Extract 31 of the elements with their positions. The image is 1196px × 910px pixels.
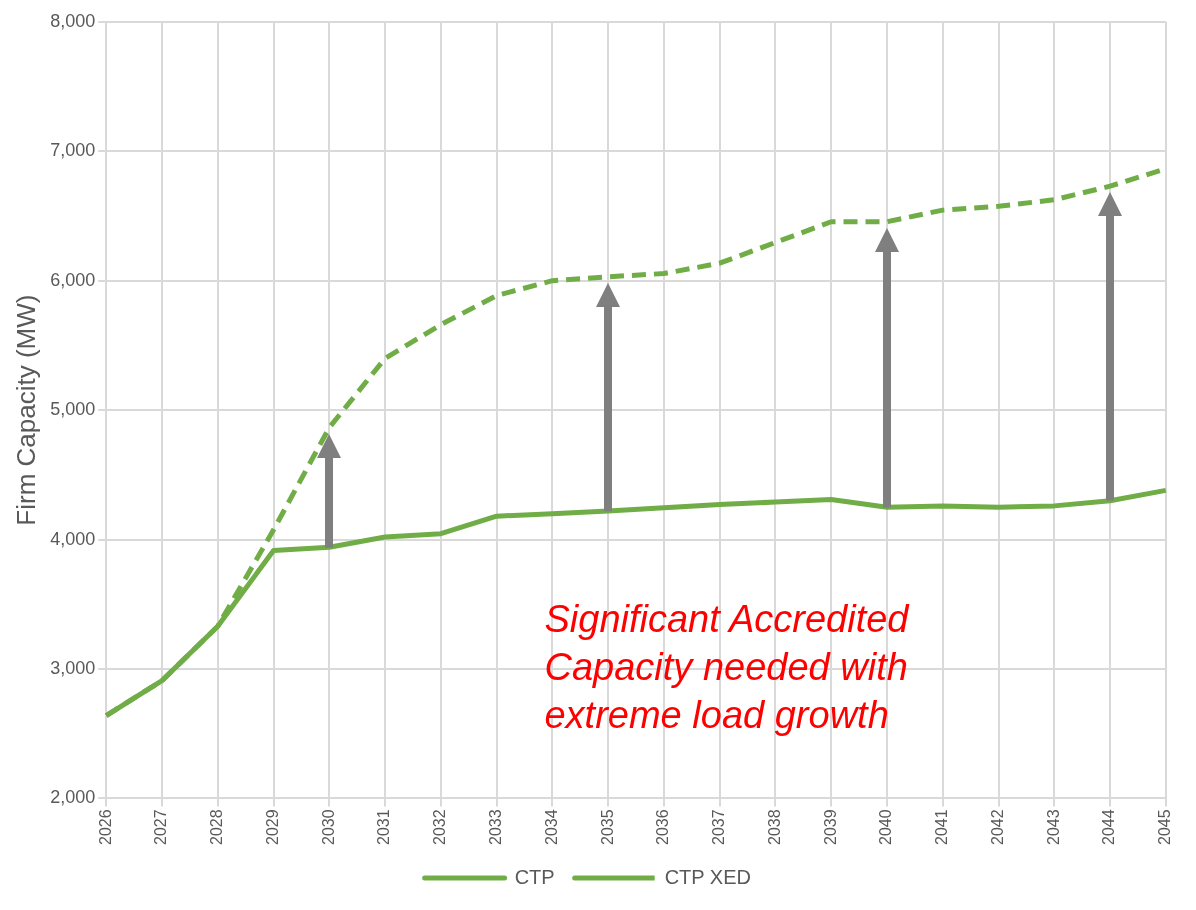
x-tick-label: 2041 [933, 809, 951, 845]
x-tick-label: 2033 [487, 809, 505, 845]
x-tick-label: 2040 [877, 809, 895, 845]
x-tick-label: 2032 [431, 809, 449, 845]
x-tick-label: 2042 [988, 809, 1006, 845]
y-tick-label: 3,000 [50, 657, 96, 678]
legend-label: CTP XED [664, 865, 751, 888]
x-tick-label: 2031 [375, 809, 393, 845]
y-tick-label: 4,000 [50, 528, 96, 549]
x-tick-label: 2027 [152, 809, 170, 845]
y-tick-label: 6,000 [50, 269, 96, 290]
y-axis-title: Firm Capacity (MW) [10, 294, 41, 526]
y-tick-label: 2,000 [50, 787, 96, 808]
x-tick-label: 2026 [96, 809, 114, 845]
x-tick-label: 2029 [263, 809, 281, 845]
annotation: Significant Accredited Capacity needed with extreme load growth [543, 597, 911, 739]
x-tick-label: 2035 [598, 809, 616, 845]
x-tick-label: 2036 [654, 809, 672, 845]
y-tick-label: 5,000 [50, 399, 96, 420]
x-tick-label: 2034 [542, 809, 560, 845]
x-tick-label: 2039 [821, 809, 839, 845]
y-tick-label: 8,000 [50, 10, 96, 31]
x-tick-label: 2044 [1100, 809, 1118, 845]
x-tick-label: 2043 [1044, 809, 1062, 845]
x-tick-label: 2045 [1156, 809, 1174, 845]
legend-label: CTP [514, 865, 555, 888]
x-tick-label: 2037 [710, 809, 728, 845]
x-tick-label: 2038 [765, 809, 783, 845]
y-tick-label: 7,000 [50, 140, 96, 161]
x-tick-label: 2030 [319, 809, 337, 845]
x-tick-label: 2028 [208, 809, 226, 845]
